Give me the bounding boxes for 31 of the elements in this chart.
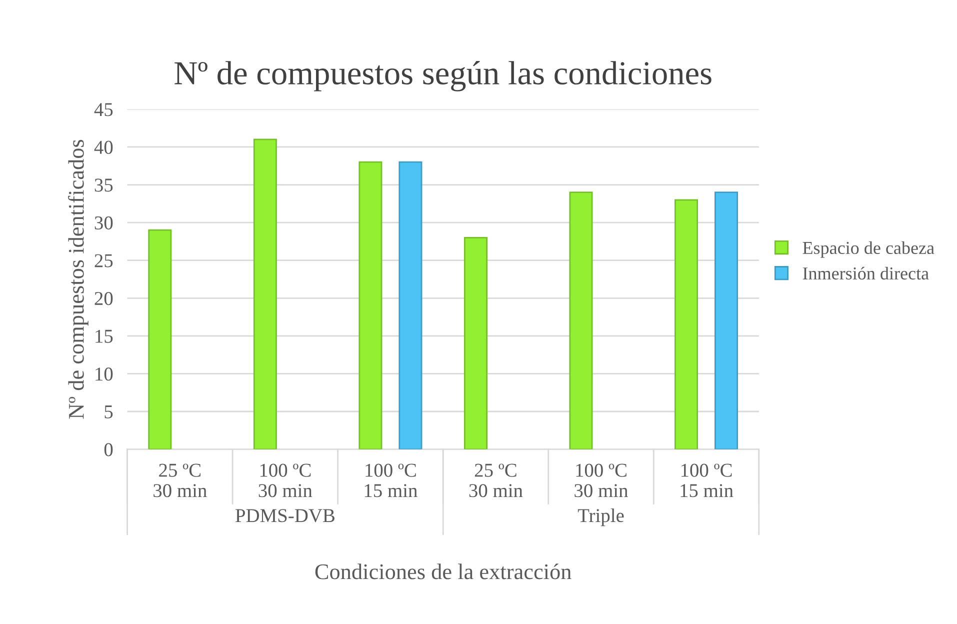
bar: [569, 192, 593, 450]
y-tick-label: 0: [104, 443, 113, 456]
y-tick-label: 30: [94, 216, 113, 230]
x-tick-label: 25 ºC 30 min: [154, 464, 207, 498]
bar: [398, 161, 422, 450]
y-tick-label: 45: [94, 103, 113, 116]
y-tick-label: 20: [94, 292, 113, 306]
legend-label: Inmersión directa: [802, 266, 929, 280]
x-tick-label: 100 ºC 15 min: [680, 464, 734, 498]
bar: [148, 229, 172, 450]
chart-title: Nº de compuestos según las condiciones: [174, 61, 712, 92]
bar: [253, 138, 277, 450]
x-tick-label: 100 ºC 30 min: [258, 464, 312, 498]
text: Triple: [578, 508, 624, 526]
x-tick-label: 100 ºC 15 min: [364, 464, 418, 498]
y-tick-label: 40: [94, 140, 113, 154]
legend-label: Espacio de cabeza: [802, 241, 934, 258]
x-axis-title: Condiciones de la extracción: [315, 564, 572, 580]
bar: [674, 199, 698, 450]
y-tick-label: 10: [96, 368, 113, 381]
y-tick-label: 25: [94, 254, 113, 268]
y-tick-label: 15: [96, 330, 113, 343]
text: PDMS-DVB: [236, 509, 334, 522]
x-tick-label: 100 ºC 30 min: [574, 464, 628, 498]
bar: [358, 161, 382, 450]
y-tick-label: 35: [94, 178, 113, 192]
x-tick-label: 25 ºC 30 min: [469, 464, 523, 498]
y-tick-label: 5: [104, 406, 113, 418]
y-axis-title: Nº de compuestos identificados: [68, 140, 88, 419]
bar: [714, 192, 738, 450]
bar: [464, 236, 488, 450]
